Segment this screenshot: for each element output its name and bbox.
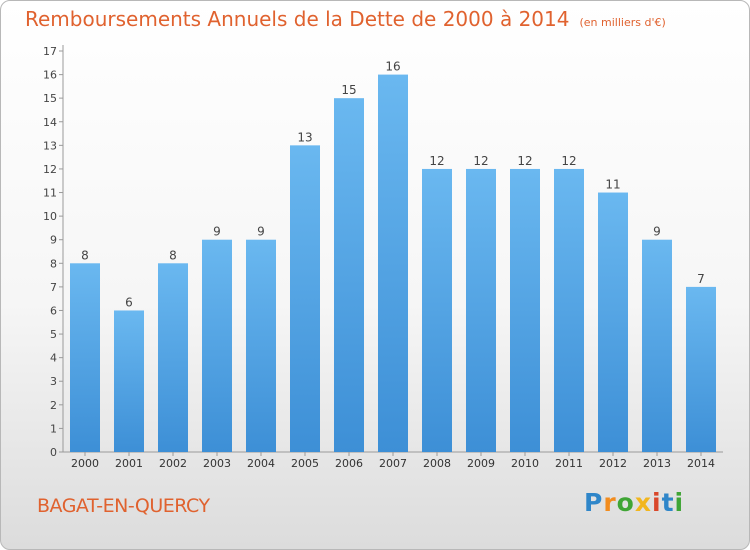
bar-value-label: 12 (473, 154, 488, 168)
x-tick-label: 2011 (555, 457, 583, 470)
y-tick-label: 8 (50, 257, 57, 270)
chart-title-text: Remboursements Annuels de la Dette de 20… (25, 7, 570, 31)
bar-value-label: 15 (341, 83, 356, 97)
town-name: BAGAT-EN-QUERCY (37, 495, 210, 517)
bar (246, 239, 276, 452)
bar (70, 263, 100, 452)
x-tick-label: 2000 (71, 457, 99, 470)
x-tick-label: 2010 (511, 457, 539, 470)
bar (202, 239, 232, 452)
bar-value-label: 8 (81, 248, 89, 262)
x-tick-label: 2003 (203, 457, 231, 470)
bar (334, 98, 364, 453)
bar (422, 168, 452, 453)
logo-letter: r (603, 488, 617, 517)
y-tick-label: 9 (50, 234, 57, 247)
bar-value-label: 9 (257, 225, 265, 239)
y-tick-label: 4 (50, 352, 57, 365)
bar (598, 192, 628, 452)
x-tick-label: 2012 (599, 457, 627, 470)
logo-letter: t (661, 488, 675, 517)
x-tick-label: 2014 (687, 457, 715, 470)
bar (554, 168, 584, 453)
bar-value-label: 12 (517, 154, 532, 168)
y-tick-label: 3 (50, 375, 57, 388)
bar-value-label: 16 (385, 60, 400, 74)
y-tick-label: 1 (50, 422, 57, 435)
x-tick-label: 2009 (467, 457, 495, 470)
x-tick-label: 2007 (379, 457, 407, 470)
bar-value-label: 9 (653, 225, 661, 239)
y-tick-label: 7 (50, 281, 57, 294)
x-tick-label: 2005 (291, 457, 319, 470)
y-tick-label: 2 (50, 399, 57, 412)
bar (686, 286, 716, 452)
y-tick-label: 6 (50, 304, 57, 317)
bar (510, 168, 540, 453)
bar-value-label: 11 (605, 178, 620, 192)
proxiti-logo: Proxiti (584, 488, 684, 517)
bar-value-label: 13 (297, 130, 312, 144)
y-tick-label: 5 (50, 328, 57, 341)
bar (158, 263, 188, 452)
bar-value-label: 6 (125, 295, 133, 309)
bar-value-label: 12 (429, 154, 444, 168)
bar (114, 310, 144, 452)
bar (642, 239, 672, 452)
bar-value-label: 7 (697, 272, 705, 286)
chart-title: Remboursements Annuels de la Dette de 20… (25, 7, 666, 31)
x-tick-label: 2006 (335, 457, 363, 470)
logo-letter: i (674, 488, 685, 517)
y-tick-label: 14 (43, 116, 57, 129)
y-tick-label: 15 (43, 92, 57, 105)
chart-unit-note: (en milliers d'€) (579, 16, 666, 29)
bar-value-label: 8 (169, 248, 177, 262)
x-tick-label: 2008 (423, 457, 451, 470)
x-tick-label: 2004 (247, 457, 275, 470)
bar-value-label: 9 (213, 225, 221, 239)
y-tick-label: 13 (43, 139, 57, 152)
x-tick-label: 2013 (643, 457, 671, 470)
logo-letter: x (634, 488, 652, 517)
y-tick-label: 10 (43, 210, 57, 223)
bar (466, 168, 496, 453)
logo-letter: i (652, 488, 662, 517)
x-tick-label: 2002 (159, 457, 187, 470)
y-tick-label: 12 (43, 163, 57, 176)
bar (378, 74, 408, 453)
y-tick-label: 17 (43, 45, 57, 58)
logo-letter: P (584, 488, 604, 517)
y-tick-label: 0 (50, 446, 57, 459)
y-tick-label: 11 (43, 187, 57, 200)
logo-letter: o (616, 488, 635, 517)
bar (290, 145, 320, 452)
y-tick-label: 16 (43, 69, 57, 82)
x-tick-label: 2001 (115, 457, 143, 470)
bar-value-label: 12 (561, 154, 576, 168)
